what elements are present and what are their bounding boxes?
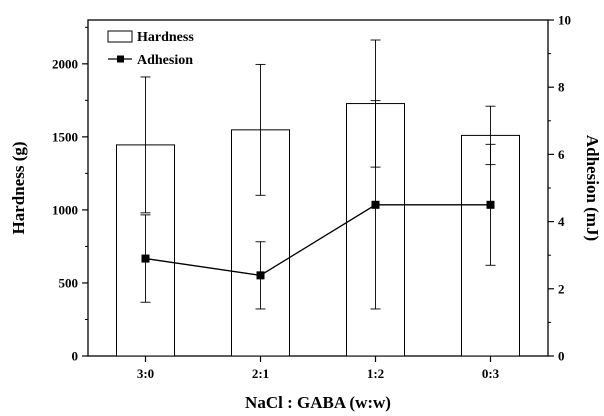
x-tick-label-1: 2:1 [252, 366, 269, 381]
left-tick-label-2: 1000 [52, 202, 78, 217]
left-tick-label-1: 500 [59, 275, 79, 290]
legend-label-hardness: Hardness [137, 30, 194, 45]
x-tick-label-3: 0:3 [482, 366, 500, 381]
marker-adhesion-0 [141, 254, 150, 263]
x-axis-title: NaCl : GABA (w:w) [245, 393, 391, 412]
right-tick-label-1: 2 [558, 281, 565, 296]
adhesion-line [145, 204, 491, 277]
left-y-axis: 0 500 1000 1500 2000 [52, 26, 88, 364]
legend-marker-adhesion [117, 55, 124, 63]
right-y-axis: 0 2 4 6 8 10 [548, 13, 571, 364]
left-tick-label-4: 2000 [52, 56, 78, 71]
error-bar-hardness-0 [140, 76, 151, 214]
marker-adhesion-1 [256, 271, 265, 280]
right-tick-label-0: 0 [558, 349, 565, 364]
left-tick-label-0: 0 [72, 349, 79, 364]
right-tick-label-5: 10 [558, 13, 571, 28]
adhesion-series [140, 100, 496, 310]
x-tick-label-2: 1:2 [367, 366, 384, 381]
hardness-error-bars [140, 39, 496, 214]
hardness-bars [116, 103, 520, 357]
x-axis: 3:0 2:1 1:2 0:3 [137, 356, 500, 381]
left-y-axis-title: Hardness (g) [9, 141, 28, 234]
right-tick-label-2: 4 [558, 214, 565, 229]
error-bar-hardness-1 [255, 63, 266, 196]
right-tick-label-4: 8 [558, 80, 565, 95]
legend-label-adhesion: Adhesion [137, 53, 193, 68]
left-tick-label-3: 1500 [52, 129, 78, 144]
right-tick-label-3: 6 [558, 147, 565, 162]
right-y-axis-title: Adhesion (mJ) [583, 135, 602, 241]
x-tick-label-0: 3:0 [137, 366, 154, 381]
legend-swatch-hardness [107, 30, 133, 43]
marker-adhesion-3 [486, 200, 495, 209]
marker-adhesion-2 [371, 200, 380, 209]
legend: Hardness Adhesion [107, 30, 194, 68]
